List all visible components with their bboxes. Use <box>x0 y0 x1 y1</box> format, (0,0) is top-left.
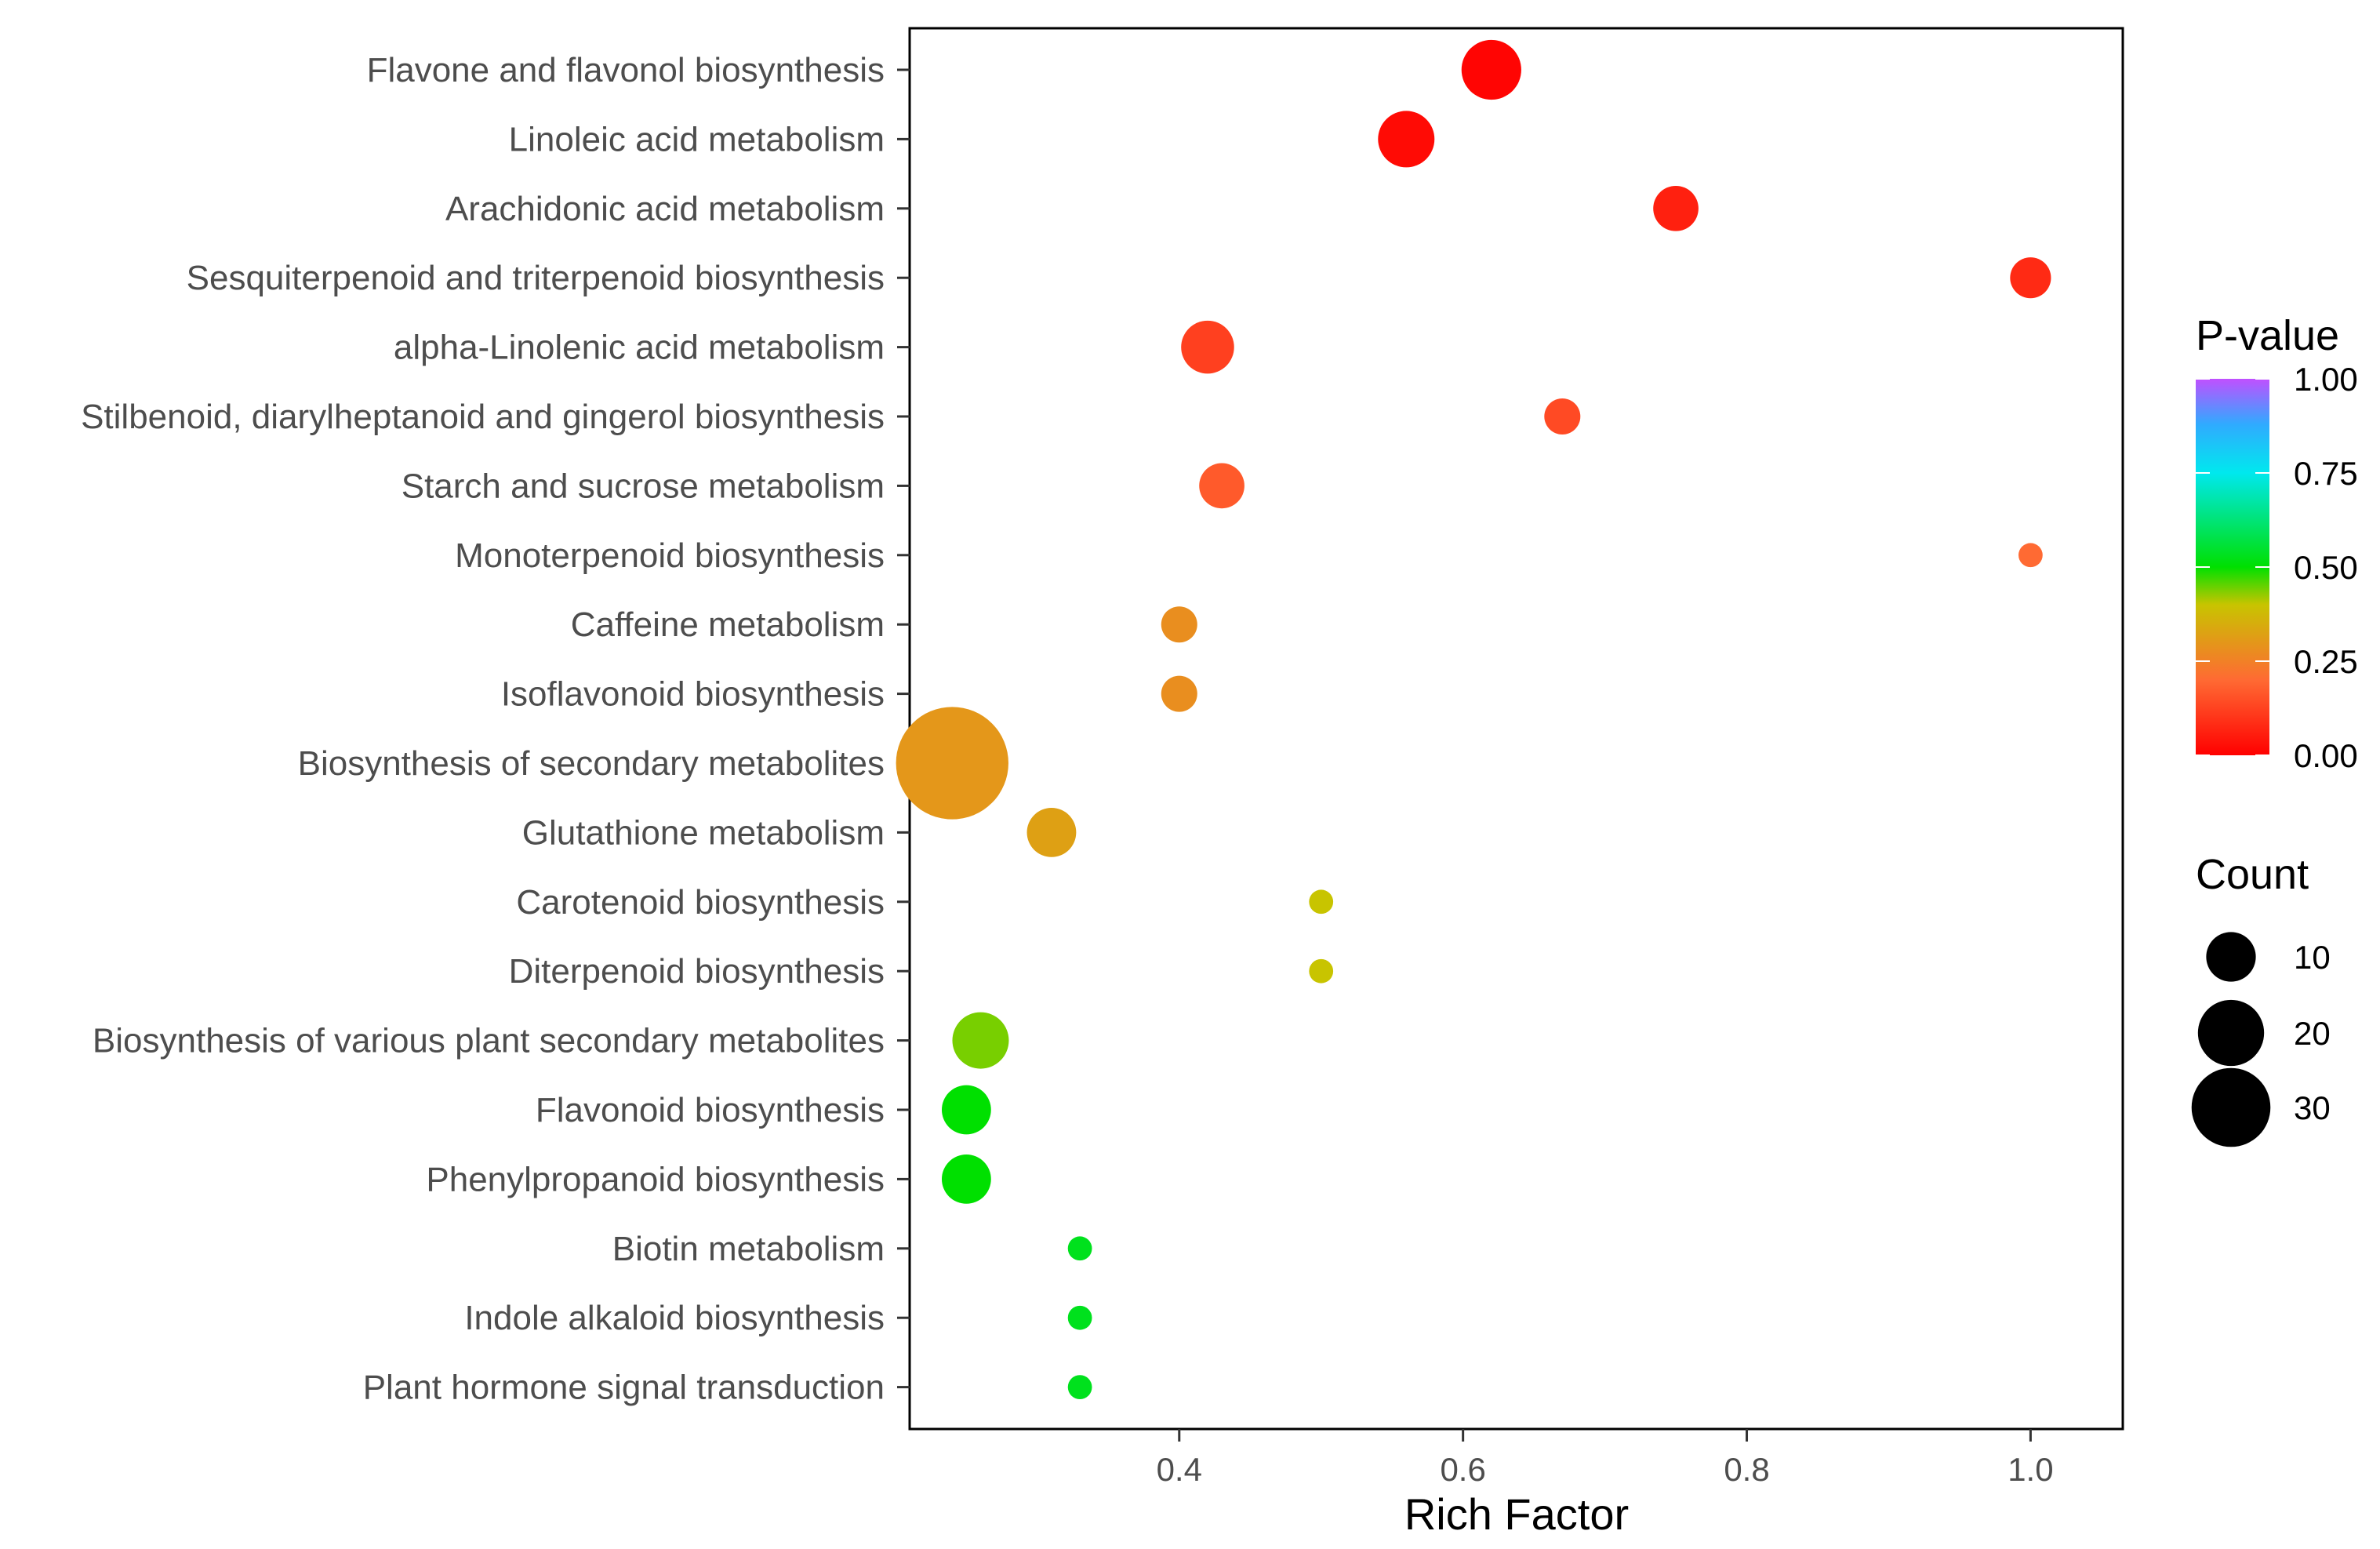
data-point <box>1181 320 1234 374</box>
data-point <box>2018 543 2043 568</box>
x-tick-label: 0.4 <box>1157 1451 1202 1488</box>
y-tick-label: Glutathione metabolism <box>522 813 885 852</box>
data-point <box>1199 463 1245 509</box>
x-axis: 0.4 0.6 0.8 1.0 <box>1157 1429 2054 1488</box>
data-point <box>1653 185 1699 231</box>
count-legend-title: Count <box>2196 851 2309 898</box>
colorbar-tick-label: 0.50 <box>2294 549 2358 586</box>
y-tick-label: Carotenoid biosynthesis <box>516 883 885 922</box>
y-tick-label: Biotin metabolism <box>612 1230 885 1268</box>
y-tick-label: Isoflavonoid biosynthesis <box>501 675 885 714</box>
colorbar-tick-label: 0.25 <box>2294 643 2358 680</box>
data-point <box>1067 1305 1092 1330</box>
y-tick-label: Diterpenoid biosynthesis <box>509 952 885 991</box>
data-point <box>1026 808 1077 857</box>
colorbar-tick-label: 0.00 <box>2294 737 2358 774</box>
colorbar-tick-label: 0.75 <box>2294 455 2358 492</box>
y-tick-label: Flavone and flavonol biosynthesis <box>367 51 885 89</box>
y-tick-label: Sesquiterpenoid and triterpenoid biosynt… <box>187 259 885 297</box>
y-axis: Flavone and flavonol biosynthesis Linolei… <box>81 51 910 1407</box>
data-point <box>1067 1375 1092 1399</box>
data-point <box>941 1085 991 1135</box>
x-tick-label: 0.6 <box>1440 1451 1485 1488</box>
x-axis-title: Rich Factor <box>1404 1489 1629 1539</box>
count-legend-label: 10 <box>2294 939 2331 976</box>
y-tick-label: alpha-Linolenic acid metabolism <box>394 329 885 367</box>
count-legend-label: 30 <box>2294 1089 2331 1126</box>
data-points <box>896 39 2051 1399</box>
data-point <box>1309 958 1334 984</box>
data-point <box>1378 111 1435 168</box>
y-tick-label: Starch and sucrose metabolism <box>402 467 885 505</box>
y-tick-label: Linoleic acid metabolism <box>509 120 885 158</box>
colorbar-tick-label: 1.00 <box>2294 361 2358 398</box>
count-legend-label: 20 <box>2294 1015 2331 1052</box>
data-point <box>1067 1236 1092 1261</box>
count-legend-key <box>2191 1067 2271 1147</box>
data-point <box>1544 398 1581 435</box>
data-point <box>1161 675 1197 712</box>
y-tick-label: Flavonoid biosynthesis <box>536 1091 885 1129</box>
y-tick-label: Caffeine metabolism <box>571 605 885 644</box>
data-point <box>952 1012 1009 1069</box>
data-point <box>1461 39 1521 100</box>
y-tick-label: Indole alkaloid biosynthesis <box>464 1299 885 1337</box>
x-tick-label: 1.0 <box>2008 1451 2053 1488</box>
data-point <box>1161 606 1197 643</box>
x-tick-label: 0.8 <box>1724 1451 1769 1488</box>
data-point <box>941 1154 991 1204</box>
y-tick-label: Biosynthesis of various plant secondary … <box>93 1022 885 1060</box>
data-point <box>896 707 1008 820</box>
y-tick-label: Phenylpropanoid biosynthesis <box>426 1160 885 1198</box>
y-tick-label: Arachidonic acid metabolism <box>445 190 885 228</box>
y-tick-label: Plant hormone signal transduction <box>363 1369 885 1407</box>
y-tick-label: Biosynthesis of secondary metabolites <box>298 744 885 783</box>
plot-panel <box>908 27 2124 1431</box>
p-value-legend: P-value 1.00 0.75 0.50 0.25 0.00 <box>2196 312 2358 774</box>
data-point <box>1309 889 1334 914</box>
y-tick-label: Monoterpenoid biosynthesis <box>455 536 885 575</box>
p-value-legend-title: P-value <box>2196 312 2339 359</box>
count-legend-key <box>2197 999 2265 1067</box>
count-legend: Count 10 20 30 <box>2191 851 2331 1147</box>
count-legend-key <box>2206 932 2256 982</box>
y-tick-label: Stilbenoid, diarylheptanoid and gingerol… <box>81 398 885 436</box>
data-point <box>2010 257 2051 299</box>
